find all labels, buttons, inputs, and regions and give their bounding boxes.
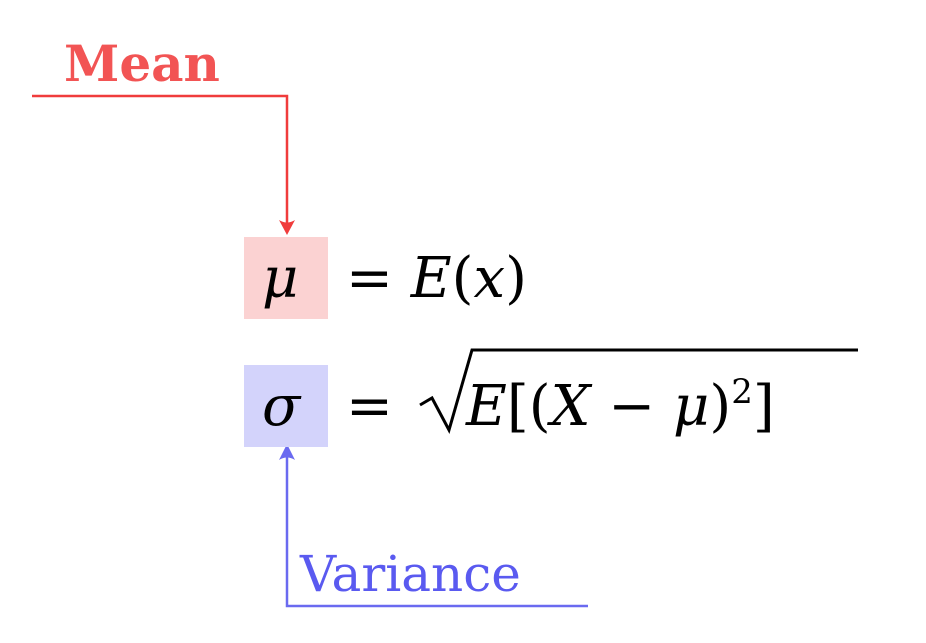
std-equals-sign: = — [346, 374, 393, 439]
mean-equation-rhs: = E(x) — [346, 244, 527, 314]
sqrt-sign — [419, 348, 858, 434]
close-bracket: ] — [752, 374, 775, 439]
minus-sign: − — [590, 374, 673, 439]
mu-highlight — [244, 237, 328, 319]
variance-arrowhead — [279, 444, 295, 460]
variance-label: Variance — [300, 545, 521, 603]
variance-connector-line — [285, 452, 588, 608]
mean-label: Mean — [64, 34, 220, 93]
sigma-highlight — [244, 365, 328, 447]
exponent-two: 2 — [731, 372, 753, 412]
open-bracket-paren: [( — [506, 374, 551, 439]
expectation-e: E — [410, 246, 452, 311]
mean-connector-line — [32, 94, 289, 232]
close-paren: ) — [709, 374, 732, 439]
sqrt-radicand: E[(X − μ)2] — [466, 372, 775, 449]
mu-in-radicand: μ — [673, 374, 710, 439]
mean-arrowhead — [279, 220, 295, 235]
sigma-symbol: σ — [262, 374, 301, 439]
mu-symbol: μ — [262, 246, 299, 311]
close-paren: ) — [505, 246, 527, 311]
open-paren: ( — [451, 246, 474, 311]
variable-x: x — [473, 246, 506, 311]
expectation-e: E — [466, 374, 507, 439]
variable-capital-x: X — [550, 374, 591, 439]
equals-sign: = — [346, 246, 393, 311]
